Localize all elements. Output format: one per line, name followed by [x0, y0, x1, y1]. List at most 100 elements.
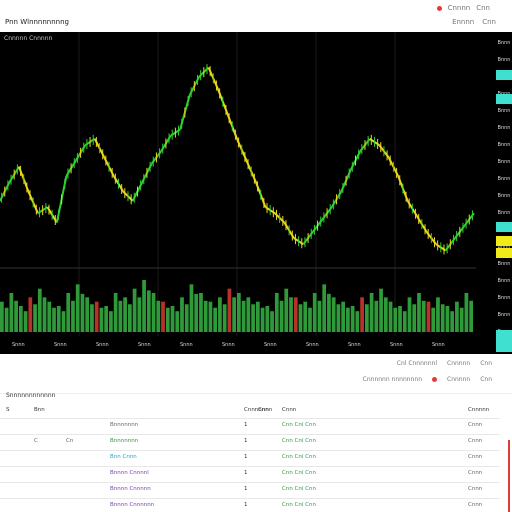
table-row[interactable]: Bnnnn Cnnnnnn 1 Cnn Cnl Cnn Cnnn	[0, 499, 500, 512]
volume-bar	[331, 297, 336, 332]
volume-bar	[47, 301, 52, 332]
volume-bar	[222, 304, 227, 332]
volume-bar	[132, 288, 137, 332]
table-row[interactable]: Bnnnn Cnnnnn 1 Cnn Cnl Cnn Cnnn	[0, 483, 500, 499]
volume-bar	[260, 307, 265, 332]
volume-bar	[4, 307, 9, 332]
volume-bar	[113, 293, 118, 332]
toolbar-item-1[interactable]: Cnl Cnnnnnnl	[396, 360, 437, 367]
time-axis-label: Snnn	[96, 342, 109, 348]
row-status: Cnnn	[468, 422, 483, 428]
row-quantity: 1	[244, 470, 248, 476]
volume-bar	[431, 307, 436, 332]
table-row[interactable]: C Cn Bnnnnnnn 1 Cnn Cnl Cnn Cnnn	[0, 435, 500, 451]
volume-bar	[407, 297, 412, 332]
volume-bar	[251, 304, 255, 332]
price-axis-label: Bnnn	[497, 40, 511, 46]
volume-bar	[417, 293, 421, 332]
volume-bar	[23, 311, 28, 332]
col-header-5[interactable]: Cnnn	[282, 407, 297, 413]
toolbar-item-3[interactable]: Cnn	[480, 360, 492, 367]
price-axis-label: Bnnn	[497, 176, 511, 182]
volume-bar	[355, 311, 360, 332]
price-axis-label: Bnnn	[497, 125, 511, 131]
table-row[interactable]: Bnnnn Cnnnnl 1 Cnn Cnl Cnn Cnnn	[0, 467, 500, 483]
price-marker-tag	[496, 248, 512, 258]
volume-bar	[336, 304, 341, 332]
scroll-indicator[interactable]	[508, 440, 510, 512]
time-axis-label: Snnn	[138, 342, 151, 348]
table-row[interactable]: Bnnnnnnn 1 Cnn Cnl Cnn Cnnn	[0, 419, 500, 435]
col-header-1[interactable]: S	[6, 407, 10, 413]
row-symbol: C	[34, 438, 38, 444]
volume-bar	[227, 288, 232, 332]
price-axis-label: Bnnn	[497, 142, 511, 148]
status-dot-icon	[436, 5, 442, 11]
col-header-2[interactable]: Bnn	[34, 407, 45, 413]
top-menu-a[interactable]: Ennnn	[452, 18, 475, 26]
price-marker-tag	[496, 222, 512, 232]
price-axis-label: Bnnn	[497, 193, 511, 199]
volume-bar	[455, 301, 459, 332]
toolbar-item-4[interactable]: Cnnnnn	[447, 376, 471, 383]
top-menu-b[interactable]: Cnn	[482, 18, 496, 26]
volume-bar	[279, 300, 284, 332]
orders-table: S Bnn Cnnnnnn Cnnn Cnnn Cnnnnn Bnnnnnnn 1…	[0, 404, 500, 512]
price-axis-label: Bnnn	[497, 312, 511, 318]
volume-bar	[232, 297, 236, 332]
volume-bar	[18, 306, 23, 332]
table-row[interactable]: Bnn Cnnn 1 Cnn Cnl Cnn Cnnn	[0, 451, 500, 467]
toolbar-item-5[interactable]: Cnn	[480, 376, 492, 383]
volume-bar	[440, 304, 445, 332]
top-control-a[interactable]: Cnnnn	[447, 4, 471, 12]
row-quantity: 1	[244, 486, 248, 492]
volume-bar	[165, 307, 170, 332]
volume-bar	[327, 293, 331, 332]
volume-bar	[379, 288, 383, 332]
price-chart-panel[interactable]: Cnnnnn Cnnnnn Bnnn Bnnn Bnnn Bnnn Bnnn Bnnn Bn…	[0, 32, 512, 354]
volume-bar	[194, 293, 199, 332]
price-axis: Bnnn Bnnn Bnnn Bnnn Bnnn Bnnn Bnnn Bnnn Bnnn Bnnn…	[476, 32, 512, 354]
time-axis-label: Snnn	[432, 342, 445, 348]
row-price: Cnn Cnl Cnn	[282, 470, 316, 476]
volume-bar	[42, 297, 47, 332]
price-axis-label: Bnnn	[497, 159, 511, 165]
row-price: Cnn Cnl Cnn	[282, 454, 316, 460]
volume-bar	[75, 284, 80, 332]
volume-bar	[184, 304, 189, 332]
filter-label[interactable]: Cnnnnnn nnnnnnnn	[362, 376, 422, 383]
volume-bar	[255, 301, 260, 332]
volume-bar	[464, 293, 469, 332]
row-status: Cnnn	[468, 454, 483, 460]
table-body: Bnnnnnnn 1 Cnn Cnl Cnn Cnnn C Cn Bnnnnnnn 1 Cnn …	[0, 419, 500, 512]
price-chart[interactable]	[0, 32, 512, 354]
volume-bar	[104, 306, 109, 332]
col-header-3[interactable]: Cnnnnnn	[244, 407, 269, 413]
price-axis-label: Bnnn	[497, 278, 511, 284]
price-marker-tag	[496, 94, 512, 104]
row-instrument: Bnnnn Cnnnnl	[110, 470, 149, 476]
price-axis-label: Bnnn	[497, 57, 511, 63]
volume-bar	[123, 297, 127, 332]
volume-bar	[213, 307, 218, 332]
price-marker-tag	[496, 330, 512, 352]
row-price: Cnn Cnl Cnn	[282, 502, 316, 508]
volume-bar	[199, 293, 203, 332]
volume-bar	[383, 297, 388, 332]
col-header-4[interactable]: Cnnn	[258, 407, 273, 413]
row-quantity: 1	[244, 454, 248, 460]
volume-bar	[37, 288, 42, 332]
volume-bar	[94, 301, 99, 332]
volume-bar	[109, 311, 113, 332]
top-control-b[interactable]: Cnn	[476, 4, 490, 12]
row-side: Cn	[66, 438, 74, 444]
volume-bar	[0, 301, 4, 332]
col-header-6[interactable]: Cnnnnn	[468, 407, 490, 413]
volume-bar	[208, 301, 213, 332]
volume-bar	[421, 300, 426, 332]
top-bar: Pnn Wlnnnnnnnng Cnnnn Cnn Ennnn Cnn	[0, 0, 512, 32]
time-axis-label: Snnn	[264, 342, 277, 348]
row-instrument: Bnnnn Cnnnnnn	[110, 502, 155, 508]
top-right-controls: Cnnnn Cnn	[436, 4, 490, 12]
toolbar-item-2[interactable]: Cnnnnn	[447, 360, 471, 367]
